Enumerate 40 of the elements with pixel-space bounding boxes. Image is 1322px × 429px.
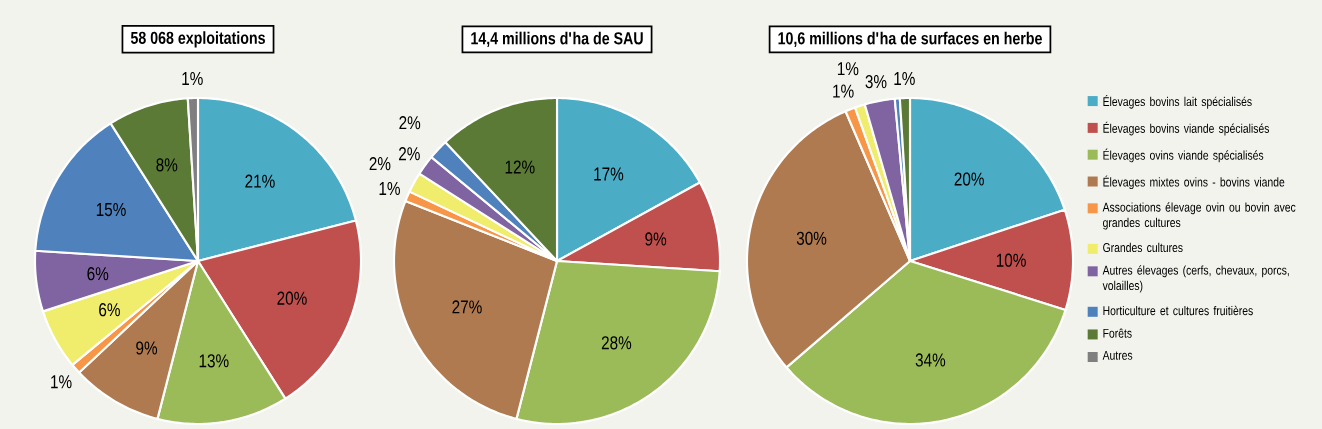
data-label: 34% <box>915 353 946 367</box>
data-label: 2% <box>399 147 420 161</box>
data-label: 1% <box>833 84 854 98</box>
data-label: 20% <box>954 172 984 186</box>
legend-label: Associations élevage ovin ou bovin avec grandes cultures <box>1102 202 1296 230</box>
chart-title: 58 068 exploitations <box>130 31 265 48</box>
legend-label: Autres <box>1102 350 1133 360</box>
legend-label: Forêts <box>1103 328 1132 338</box>
data-label: 27% <box>452 300 482 314</box>
data-label: 2% <box>369 157 391 171</box>
data-label: 17% <box>594 167 624 181</box>
data-label: 20% <box>277 291 307 305</box>
data-label: 1% <box>51 375 72 389</box>
data-label: 30% <box>796 231 827 245</box>
data-label: 1% <box>379 181 400 196</box>
data-label: 3% <box>865 75 887 89</box>
data-label: 9% <box>136 341 158 355</box>
legend-label: Horticulture et cultures fruitières <box>1103 305 1253 316</box>
data-label: 12% <box>505 160 535 174</box>
legend-label: Élevages ovins viande spécialisés <box>1103 148 1264 163</box>
data-label: 28% <box>601 336 632 350</box>
data-label: 2% <box>399 116 421 130</box>
data-label: 6% <box>87 267 109 281</box>
data-label: 13% <box>199 354 229 368</box>
legend-label: Élevages bovins viande spécialisés <box>1103 121 1270 136</box>
data-label: 8% <box>156 158 178 172</box>
legend-label: Autres élevages (cerfs, chevaux, porcs, volailles) <box>1102 265 1289 293</box>
data-label: 10% <box>996 253 1026 267</box>
legend-label: Grandes cultures <box>1103 242 1183 253</box>
data-label: 9% <box>645 232 667 246</box>
chart-title: 14,4 millions d'ha de SAU <box>471 31 643 47</box>
legend-label: Élevages bovins lait spécialisés <box>1103 94 1252 109</box>
data-label: 1% <box>894 71 915 86</box>
data-label: 6% <box>99 303 120 317</box>
data-label: 1% <box>182 72 203 86</box>
legend-label: Élevages mixtes ovins - bovins viande <box>1103 175 1285 190</box>
data-label: 1% <box>837 62 859 76</box>
data-label: 15% <box>96 202 126 217</box>
data-label: 21% <box>245 174 275 188</box>
chart-title: 10,6 millions d'ha de surfaces en herbe <box>778 31 1042 47</box>
